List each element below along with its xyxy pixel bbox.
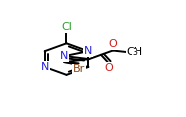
Text: 3: 3 (132, 48, 137, 57)
Text: N: N (84, 46, 92, 56)
Text: CH: CH (127, 47, 143, 57)
Text: O: O (108, 39, 117, 49)
Text: O: O (104, 63, 113, 73)
Text: N: N (41, 62, 49, 72)
Text: Br: Br (73, 64, 85, 74)
Text: Cl: Cl (61, 22, 72, 32)
Text: N: N (60, 51, 68, 61)
